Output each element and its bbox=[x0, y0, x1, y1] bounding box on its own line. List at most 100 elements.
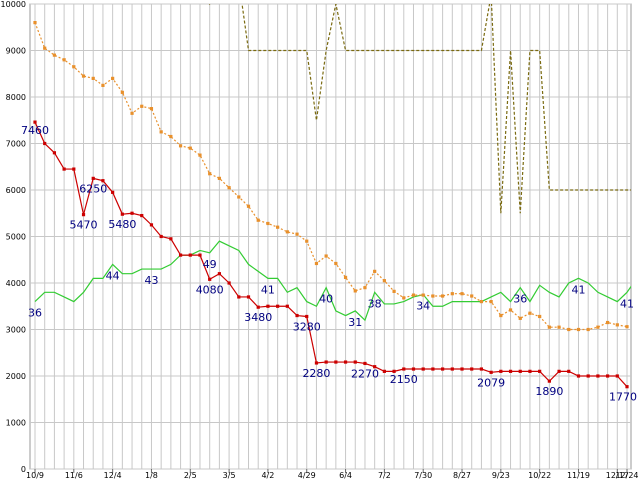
series-1-point bbox=[343, 275, 348, 280]
series-0-point bbox=[518, 369, 522, 373]
y-tick-label: 0 bbox=[21, 465, 26, 474]
series-1-point bbox=[237, 195, 241, 199]
x-tick-label: 4/29 bbox=[298, 471, 316, 480]
series-1-point bbox=[605, 320, 610, 325]
series-0-point bbox=[81, 213, 86, 217]
series-0-point bbox=[479, 367, 484, 371]
series-0-point bbox=[382, 369, 386, 373]
series-1-point bbox=[52, 53, 57, 57]
series-1-point bbox=[81, 74, 86, 78]
series-0-point bbox=[353, 360, 357, 364]
series-0-point bbox=[169, 237, 173, 241]
x-tick-label: 4/2 bbox=[261, 471, 274, 480]
series-1-point bbox=[625, 325, 629, 329]
series-1-point bbox=[479, 300, 484, 304]
series-2-annotation: 41 bbox=[261, 283, 275, 296]
series-1-point bbox=[518, 316, 522, 320]
series-0-point bbox=[576, 374, 581, 378]
series-1-point bbox=[217, 176, 221, 180]
series-1-point bbox=[256, 218, 260, 222]
y-tick-label: 5000 bbox=[6, 233, 26, 242]
series-0-point bbox=[101, 179, 105, 183]
series-0-point bbox=[91, 176, 95, 180]
series-1-point bbox=[246, 204, 251, 208]
series-2-annotation: 40 bbox=[319, 293, 333, 306]
y-tick-label: 7000 bbox=[6, 140, 26, 149]
series-0-point bbox=[324, 360, 328, 364]
series-0-point bbox=[149, 223, 154, 227]
series-1-point bbox=[33, 21, 37, 25]
series-1-point bbox=[392, 289, 396, 293]
series-1-point bbox=[528, 311, 532, 315]
series-0-point bbox=[43, 141, 47, 146]
series-0-point bbox=[120, 212, 124, 216]
series-1-point bbox=[508, 308, 513, 312]
series-0-point bbox=[363, 361, 367, 366]
series-0-point bbox=[625, 385, 629, 389]
series-0-point bbox=[596, 374, 600, 378]
series-0-point bbox=[441, 367, 445, 371]
series-0-point bbox=[227, 281, 231, 285]
y-tick-label: 10000 bbox=[1, 0, 26, 9]
series-0-point bbox=[72, 167, 76, 171]
series-1-point bbox=[169, 134, 173, 139]
series-0-point bbox=[431, 367, 435, 371]
series-1-point bbox=[72, 65, 76, 69]
series-1-point bbox=[470, 294, 474, 298]
series-0-point bbox=[295, 313, 299, 318]
series-0-point bbox=[256, 305, 260, 309]
series-1-point bbox=[43, 46, 47, 50]
series-0-point bbox=[547, 379, 551, 383]
series-0-point bbox=[499, 369, 503, 373]
series-0-point bbox=[62, 167, 66, 171]
series-0-point bbox=[217, 272, 221, 276]
x-tick-label: 12/17 bbox=[606, 471, 629, 480]
series-0-point bbox=[411, 367, 416, 371]
series-0-point bbox=[470, 367, 474, 371]
series-2-line bbox=[34, 240, 631, 322]
x-tick-label: 11/19 bbox=[567, 471, 590, 480]
series-0-point bbox=[237, 295, 241, 299]
series-0-point bbox=[178, 253, 183, 257]
series-0-point bbox=[343, 360, 348, 364]
series-1-point bbox=[101, 83, 105, 87]
series-0-point bbox=[266, 304, 270, 308]
series-0-point bbox=[33, 120, 37, 124]
x-tick-label: 1/8 bbox=[145, 471, 158, 480]
series-1-point bbox=[208, 172, 212, 176]
series-0-point bbox=[508, 369, 513, 373]
series-0-point bbox=[605, 374, 610, 378]
series-2-annotation: 41 bbox=[571, 283, 585, 296]
data-label: 1770 bbox=[609, 391, 637, 404]
series-1-point bbox=[198, 153, 202, 157]
series-0-point bbox=[567, 369, 571, 373]
series-0-point bbox=[450, 367, 454, 371]
series-1-point bbox=[547, 325, 551, 329]
data-label: 2280 bbox=[302, 367, 330, 380]
data-label: 2079 bbox=[477, 376, 505, 389]
series-0-point bbox=[276, 304, 280, 308]
x-axis-ticks: 10/9 11/6 12/4 1/8 2/5 3/5 4/2 4/29 6/4 7/2 7/30 8/… bbox=[26, 469, 639, 480]
data-labels: 36 44 43 49 41 40 31 38 34 36 41 41 7460 5470 6250 5480… bbox=[21, 124, 637, 404]
x-tick-label: 10/22 bbox=[528, 471, 551, 480]
series-1-point bbox=[596, 325, 600, 329]
series-1-point bbox=[557, 325, 561, 329]
y-tick-label: 3000 bbox=[6, 326, 26, 335]
series-2-annotation: 41 bbox=[620, 297, 634, 310]
series-group bbox=[33, 4, 631, 389]
x-tick-label: 2/5 bbox=[184, 471, 197, 480]
series-1-point bbox=[149, 107, 154, 111]
series-1-point bbox=[120, 90, 124, 94]
series-1-point bbox=[62, 58, 66, 62]
x-tick-label: 10/9 bbox=[26, 471, 44, 480]
series-1-point bbox=[382, 279, 386, 283]
x-tick-label: 12/4 bbox=[104, 471, 122, 480]
series-1-point bbox=[373, 269, 377, 273]
series-0-line bbox=[34, 121, 628, 388]
series-0-point bbox=[615, 374, 619, 378]
x-tick-label: 3/5 bbox=[223, 471, 236, 480]
series-1-point bbox=[285, 230, 289, 234]
series-2-annotation: 44 bbox=[106, 269, 120, 282]
series-1-point bbox=[314, 261, 319, 266]
